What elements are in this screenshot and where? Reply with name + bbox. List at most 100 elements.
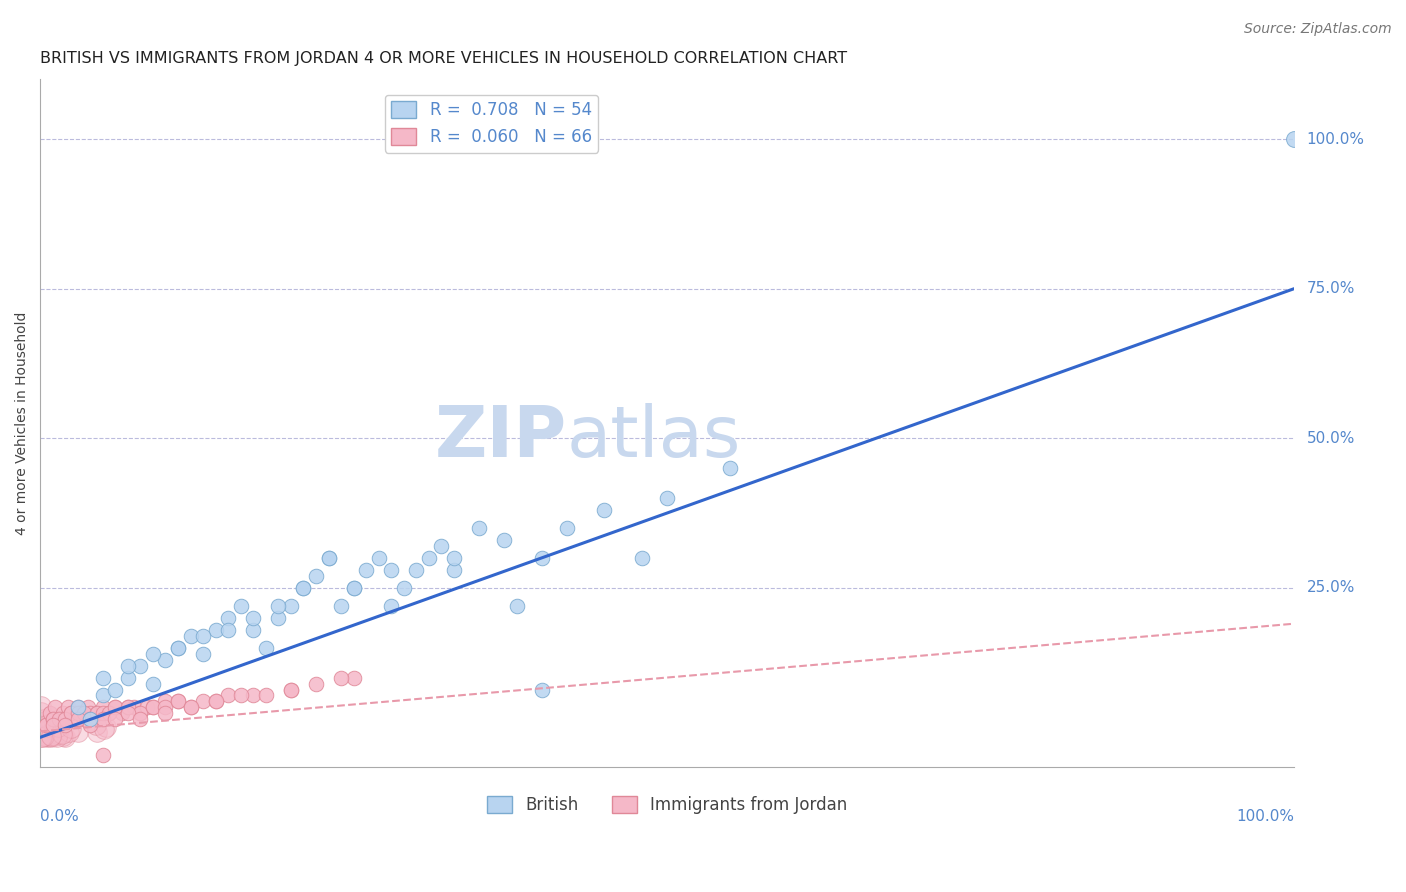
Point <box>217 623 239 637</box>
Point <box>318 550 340 565</box>
Point <box>91 706 114 721</box>
Point <box>44 700 66 714</box>
Point <box>167 640 190 655</box>
Point <box>46 730 69 744</box>
Point <box>1282 132 1305 146</box>
Legend: British, Immigrants from Jordan: British, Immigrants from Jordan <box>479 789 853 821</box>
Point <box>62 710 84 724</box>
Point <box>52 729 75 743</box>
Point <box>267 599 290 613</box>
Point <box>32 723 55 737</box>
Point <box>53 713 76 727</box>
Point <box>155 706 177 721</box>
Point <box>117 671 139 685</box>
Point <box>48 713 70 727</box>
Point <box>32 729 55 743</box>
Point <box>217 689 239 703</box>
Point <box>655 491 678 505</box>
Point <box>155 700 177 714</box>
Point <box>84 718 107 732</box>
Point <box>60 706 83 721</box>
Point <box>79 706 101 721</box>
Point <box>167 694 190 708</box>
Point <box>135 700 157 714</box>
Point <box>292 581 315 595</box>
Point <box>98 706 121 721</box>
Point <box>180 629 202 643</box>
Point <box>41 713 63 727</box>
Point <box>280 599 302 613</box>
Point <box>405 563 427 577</box>
Point <box>342 671 364 685</box>
Y-axis label: 4 or more Vehicles in Household: 4 or more Vehicles in Household <box>15 311 30 535</box>
Point <box>267 611 290 625</box>
Point <box>342 581 364 595</box>
Point <box>492 533 515 547</box>
Point <box>41 718 63 732</box>
Point <box>66 706 89 721</box>
Point <box>91 689 114 703</box>
Point <box>229 599 252 613</box>
Text: Source: ZipAtlas.com: Source: ZipAtlas.com <box>1244 22 1392 37</box>
Point <box>104 682 127 697</box>
Point <box>142 676 165 690</box>
Point <box>66 713 89 727</box>
Point <box>167 640 190 655</box>
Point <box>305 676 328 690</box>
Point <box>58 724 80 739</box>
Point <box>142 700 165 714</box>
Point <box>280 682 302 697</box>
Point <box>42 719 65 733</box>
Point <box>117 706 139 721</box>
Point <box>280 682 302 697</box>
Point <box>56 700 79 714</box>
Point <box>104 713 127 727</box>
Text: 100.0%: 100.0% <box>1236 808 1294 823</box>
Point <box>129 658 152 673</box>
Point <box>66 725 89 739</box>
Point <box>117 700 139 714</box>
Point <box>155 652 177 666</box>
Point <box>35 720 58 734</box>
Point <box>191 629 214 643</box>
Point <box>155 694 177 708</box>
Point <box>60 706 83 721</box>
Point <box>38 730 60 744</box>
Point <box>52 706 75 721</box>
Point <box>42 729 65 743</box>
Text: 75.0%: 75.0% <box>1306 281 1355 296</box>
Point <box>30 731 52 745</box>
Point <box>354 563 377 577</box>
Text: BRITISH VS IMMIGRANTS FROM JORDAN 4 OR MORE VEHICLES IN HOUSEHOLD CORRELATION CH: BRITISH VS IMMIGRANTS FROM JORDAN 4 OR M… <box>41 51 848 66</box>
Point <box>30 728 52 742</box>
Point <box>104 700 127 714</box>
Point <box>122 700 145 714</box>
Point <box>31 730 53 744</box>
Point <box>142 700 165 714</box>
Point <box>468 521 491 535</box>
Point <box>129 706 152 721</box>
Point <box>330 599 353 613</box>
Point <box>318 550 340 565</box>
Point <box>60 721 83 735</box>
Point <box>292 581 315 595</box>
Point <box>530 682 553 697</box>
Point <box>46 724 69 739</box>
Point <box>53 730 76 744</box>
Point <box>129 706 152 721</box>
Point <box>46 713 69 727</box>
Point <box>35 727 58 741</box>
Point <box>418 550 440 565</box>
Point <box>48 713 70 727</box>
Text: 0.0%: 0.0% <box>41 808 79 823</box>
Point <box>34 714 56 729</box>
Point <box>91 748 114 763</box>
Point <box>217 611 239 625</box>
Point <box>191 647 214 661</box>
Text: 25.0%: 25.0% <box>1306 581 1355 595</box>
Point <box>117 700 139 714</box>
Point <box>32 728 55 742</box>
Point <box>204 694 226 708</box>
Point <box>104 700 127 714</box>
Point <box>34 729 56 743</box>
